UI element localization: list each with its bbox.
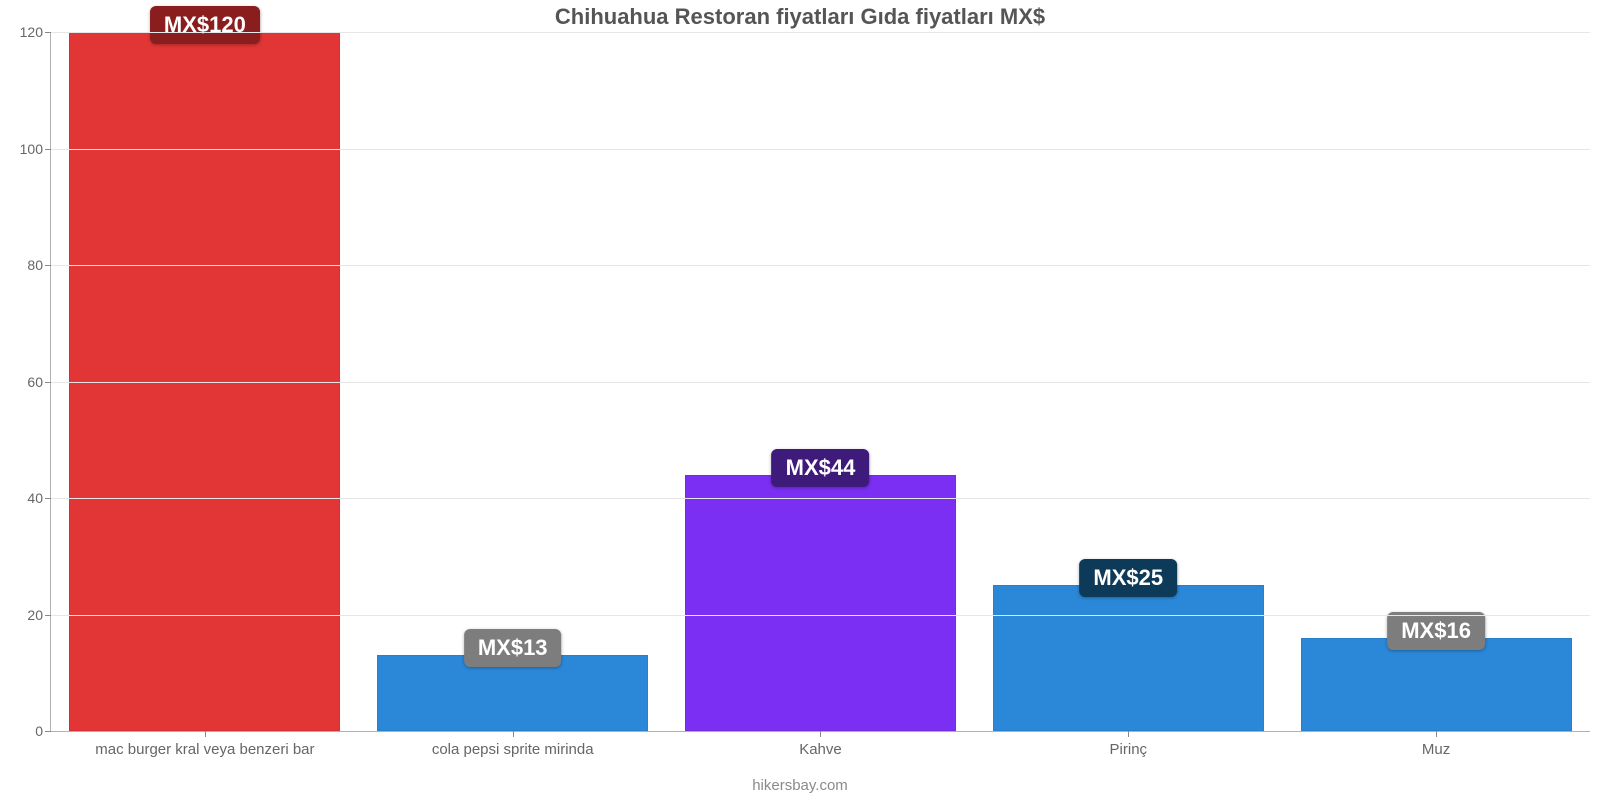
- grid-line: [51, 382, 1590, 383]
- grid-line: [51, 498, 1590, 499]
- x-axis-label: Kahve: [799, 731, 842, 758]
- y-tick-label: 100: [20, 141, 51, 157]
- bar: [1301, 638, 1572, 731]
- value-badge: MX$16: [1387, 612, 1485, 650]
- bar: [685, 475, 956, 731]
- chart-container: Chihuahua Restoran fiyatları Gıda fiyatl…: [0, 0, 1600, 800]
- plot-area: MX$120mac burger kral veya benzeri barMX…: [50, 32, 1590, 732]
- y-tick-label: 120: [20, 24, 51, 40]
- value-badge: MX$13: [464, 629, 562, 667]
- chart-footer: hikersbay.com: [0, 777, 1600, 794]
- y-tick-label: 80: [27, 257, 51, 273]
- value-badge: MX$25: [1079, 559, 1177, 597]
- x-axis-label: Pirinç: [1110, 731, 1148, 758]
- y-tick-label: 20: [27, 607, 51, 623]
- bar: [993, 585, 1264, 731]
- grid-line: [51, 32, 1590, 33]
- x-axis-label: Muz: [1422, 731, 1450, 758]
- grid-line: [51, 265, 1590, 266]
- y-tick-label: 0: [35, 723, 51, 739]
- value-badge: MX$120: [150, 6, 260, 44]
- grid-line: [51, 149, 1590, 150]
- x-axis-label: mac burger kral veya benzeri bar: [95, 731, 314, 758]
- y-tick-label: 60: [27, 374, 51, 390]
- grid-line: [51, 615, 1590, 616]
- value-badge: MX$44: [772, 449, 870, 487]
- x-axis-label: cola pepsi sprite mirinda: [432, 731, 594, 758]
- y-tick-label: 40: [27, 490, 51, 506]
